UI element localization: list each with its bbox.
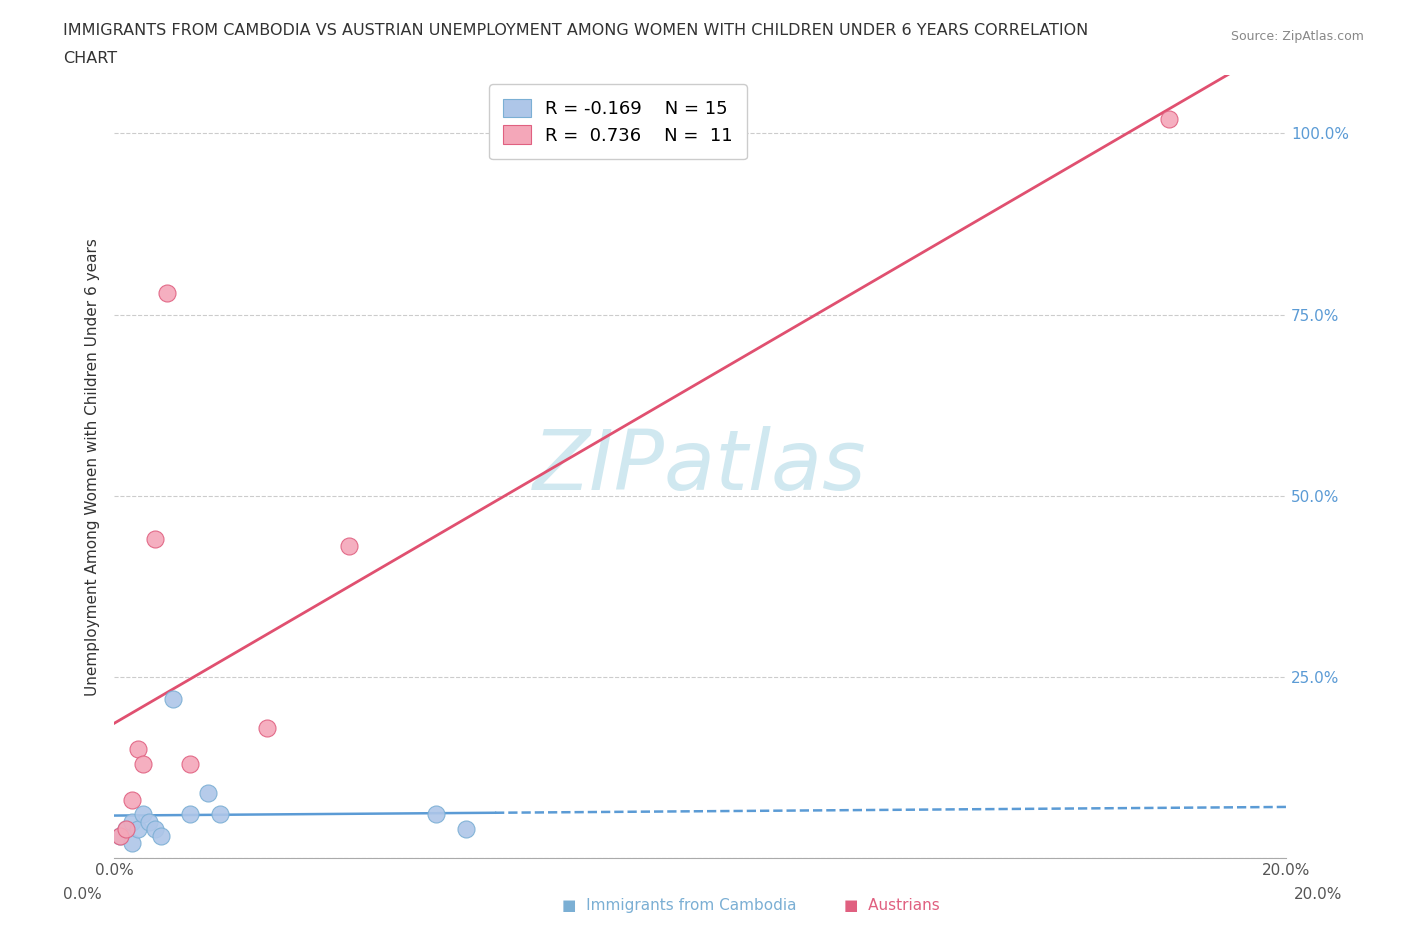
Point	[127, 742, 149, 757]
Point	[108, 829, 131, 844]
Point	[179, 756, 201, 771]
Point	[150, 829, 173, 844]
Text: IMMIGRANTS FROM CAMBODIA VS AUSTRIAN UNEMPLOYMENT AMONG WOMEN WITH CHILDREN UNDE: IMMIGRANTS FROM CAMBODIA VS AUSTRIAN UNE…	[63, 23, 1088, 38]
Text: 20.0%: 20.0%	[1295, 887, 1343, 902]
Point	[179, 807, 201, 822]
Text: 0.0%: 0.0%	[63, 887, 103, 902]
Point	[127, 821, 149, 836]
Point	[115, 821, 138, 836]
Point	[143, 532, 166, 547]
Y-axis label: Unemployment Among Women with Children Under 6 years: Unemployment Among Women with Children U…	[86, 238, 100, 696]
Point	[132, 756, 155, 771]
Point	[115, 821, 138, 836]
Text: Source: ZipAtlas.com: Source: ZipAtlas.com	[1230, 30, 1364, 43]
Point	[121, 836, 143, 851]
Point	[162, 691, 184, 706]
Text: ■  Austrians: ■ Austrians	[844, 898, 939, 913]
Point	[143, 821, 166, 836]
Text: CHART: CHART	[63, 51, 117, 66]
Point	[256, 720, 278, 735]
Point	[121, 792, 143, 807]
Point	[337, 539, 360, 554]
Point	[156, 286, 179, 300]
Point	[132, 807, 155, 822]
Point	[208, 807, 231, 822]
Point	[425, 807, 447, 822]
Legend: R = -0.169    N = 15, R =  0.736    N =  11: R = -0.169 N = 15, R = 0.736 N = 11	[489, 85, 747, 159]
Point	[1157, 112, 1180, 126]
Text: ZIPatlas: ZIPatlas	[533, 426, 868, 507]
Point	[108, 829, 131, 844]
Point	[121, 815, 143, 830]
Text: ■  Immigrants from Cambodia: ■ Immigrants from Cambodia	[562, 898, 797, 913]
Point	[454, 821, 477, 836]
Point	[197, 785, 219, 800]
Point	[138, 815, 160, 830]
